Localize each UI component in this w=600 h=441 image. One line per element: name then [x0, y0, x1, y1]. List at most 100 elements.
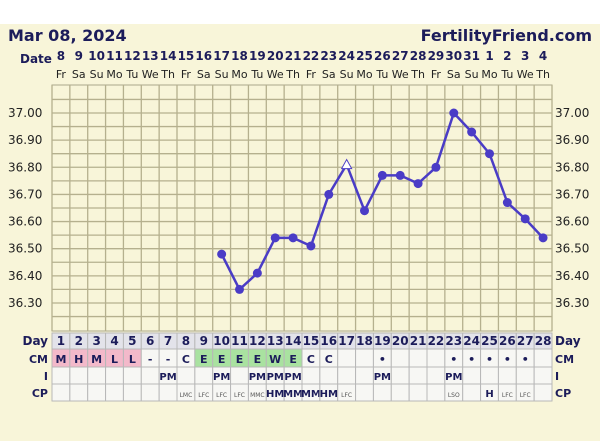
cell-text-cp: MM: [301, 389, 321, 400]
cell-text-i: PM: [445, 372, 462, 383]
weekday-label: Sa: [72, 68, 86, 81]
cell-text-day: 25: [481, 334, 498, 348]
weekday-label: Th: [285, 68, 300, 81]
temp-point: [270, 233, 280, 243]
weekday-label: Fr: [56, 68, 67, 81]
site-name[interactable]: FertilityFriend.com: [420, 26, 592, 45]
cell-text-cm: •: [486, 353, 493, 366]
date-number: 30: [445, 49, 462, 63]
y-tick-left: 36.90: [8, 133, 42, 147]
y-tick-left: 36.40: [8, 269, 42, 283]
date-number: 17: [213, 49, 230, 63]
date-number: 20: [267, 49, 284, 63]
cell-text-cp: HM: [266, 389, 284, 400]
cell-text-cp: LFC: [341, 392, 352, 399]
weekday-label: Tu: [250, 68, 263, 81]
cell-i: [426, 366, 446, 385]
weekday-label: Mo: [231, 68, 247, 81]
y-tick-right: 36.80: [555, 160, 589, 174]
cell-text-day: 19: [374, 334, 391, 348]
temp-point: [252, 268, 262, 278]
cell-cm: [337, 348, 357, 368]
date-number: 25: [356, 49, 373, 63]
cell-text-i: PM: [249, 372, 266, 383]
weekday-label: Fr: [306, 68, 317, 81]
date-number: 11: [106, 49, 123, 63]
cell-cp: [105, 383, 124, 402]
cell-i: [408, 366, 428, 385]
cell-text-cp: MM: [283, 389, 303, 400]
cell-i: [515, 366, 535, 385]
cell-text-day: 18: [356, 334, 373, 348]
y-tick-left: 36.30: [8, 296, 42, 310]
weekday-label: Su: [340, 68, 354, 81]
cell-i: [319, 366, 339, 385]
cell-i: [122, 366, 142, 385]
date-number: 14: [160, 49, 177, 63]
weekday-label: Mo: [106, 68, 122, 81]
y-tick-right: 36.70: [555, 187, 589, 201]
date-number: 10: [88, 49, 105, 63]
date-label: Date: [20, 52, 52, 66]
cell-cp: [390, 383, 410, 402]
cell-cp: [69, 383, 89, 402]
cell-i: [51, 366, 71, 385]
cell-text-day: 8: [182, 334, 190, 348]
cell-text-cp: LFC: [234, 392, 245, 399]
cell-i: [194, 366, 214, 385]
y-tick-right: 36.50: [555, 242, 589, 256]
y-tick-right: 36.30: [555, 296, 589, 310]
date-number: 26: [374, 49, 391, 63]
weekday-label: Th: [410, 68, 425, 81]
weekday-label: Th: [535, 68, 550, 81]
cell-text-day: 1: [57, 334, 65, 348]
weekday-label: Th: [160, 68, 175, 81]
cell-cp: [533, 383, 553, 402]
weekday-label: Fr: [181, 68, 192, 81]
cell-text-cm: E: [289, 353, 297, 366]
cell-text-cm: M: [91, 353, 102, 366]
date-number: 29: [428, 49, 445, 63]
temp-point: [360, 206, 369, 216]
cell-i: [140, 366, 160, 385]
date-number: 4: [539, 49, 547, 63]
cell-i: [176, 366, 196, 385]
y-tick-left: 36.80: [8, 160, 42, 174]
cell-text-cp: LFC: [520, 392, 531, 399]
cell-text-i: PM: [267, 372, 284, 383]
cell-i: [462, 366, 482, 385]
date-number: 23: [320, 49, 337, 63]
date-number: 19: [249, 49, 266, 63]
cell-text-day: 3: [92, 334, 100, 348]
cell-text-cm: •: [468, 353, 475, 366]
cell-cm: [390, 348, 410, 368]
cell-text-cm: H: [74, 353, 83, 366]
cell-text-cp: LFC: [216, 392, 227, 399]
cell-text-day: 10: [213, 334, 230, 348]
cell-text-i: PM: [213, 372, 230, 383]
cell-i: [533, 366, 553, 385]
cell-text-day: 2: [75, 334, 83, 348]
cell-text-cm: E: [254, 353, 262, 366]
weekday-label: Tu: [500, 68, 513, 81]
date-number: 21: [285, 49, 302, 63]
cell-text-day: 9: [200, 334, 208, 348]
weekday-label: Fr: [431, 68, 442, 81]
cell-text-cm: W: [269, 353, 281, 366]
cell-text-day: 26: [499, 334, 516, 348]
cell-cp: [426, 383, 446, 402]
weekday-label: We: [267, 68, 284, 81]
row-label-cp: CP: [32, 387, 48, 400]
cell-text-cp: LFC: [198, 392, 209, 399]
cell-text-cm: C: [325, 353, 333, 366]
temp-point: [324, 189, 334, 199]
cell-text-cp: LFC: [502, 392, 513, 399]
cell-text-day: 7: [164, 334, 172, 348]
temp-point: [449, 108, 459, 118]
cell-cp: [122, 383, 142, 402]
row-label-right-i: I: [555, 370, 559, 383]
cell-text-day: 23: [445, 334, 462, 348]
date-number: 22: [303, 49, 320, 63]
temp-point: [485, 149, 494, 159]
